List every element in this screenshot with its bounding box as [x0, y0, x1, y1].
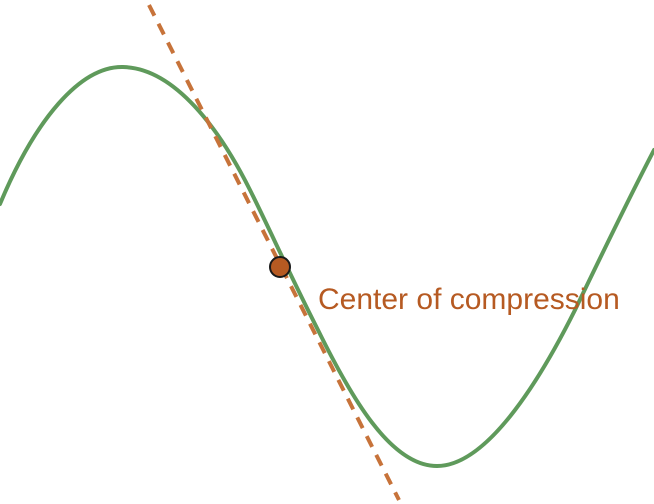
tangent-line [147, 4, 401, 501]
wave-curve [0, 64, 654, 469]
center-of-compression-point [269, 256, 291, 278]
center-of-compression-label: Center of compression [318, 283, 620, 316]
